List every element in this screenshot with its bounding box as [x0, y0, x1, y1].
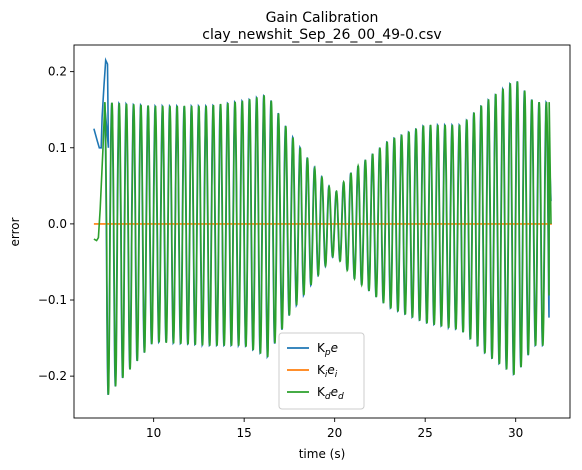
y-tick-label: −0.1: [38, 293, 67, 307]
y-axis-label: error: [8, 217, 22, 246]
chart-subtitle: clay_newshit_Sep_26_00_49-0.csv: [202, 27, 441, 43]
legend-label: Kpe: [317, 341, 338, 358]
legend-label: Kded: [317, 385, 344, 402]
legend: Kpe Kiei Kded: [278, 332, 365, 410]
y-tick-label: 0.0: [48, 217, 67, 231]
chart-title: Gain Calibration: [266, 10, 379, 26]
series-line-kded: [93, 81, 552, 395]
x-axis-label: time (s): [299, 447, 346, 461]
x-tick-label: 25: [418, 426, 433, 440]
axes-layer: 10 15 20 25 30 −0.2 −0.1 0.0 0.1 0.2: [38, 44, 571, 440]
y-tick-label: 0.2: [48, 65, 67, 79]
x-tick-label: 20: [327, 426, 342, 440]
x-tick-label: 10: [146, 426, 161, 440]
y-tick-label: 0.1: [48, 141, 67, 155]
x-tick-label: 15: [237, 426, 252, 440]
x-tick-label: 30: [508, 426, 523, 440]
legend-label: Kiei: [317, 363, 338, 380]
y-tick-label: −0.2: [38, 369, 67, 383]
legend-box: [278, 332, 365, 410]
series-layer: [93, 57, 552, 396]
plot-frame: [73, 44, 571, 419]
